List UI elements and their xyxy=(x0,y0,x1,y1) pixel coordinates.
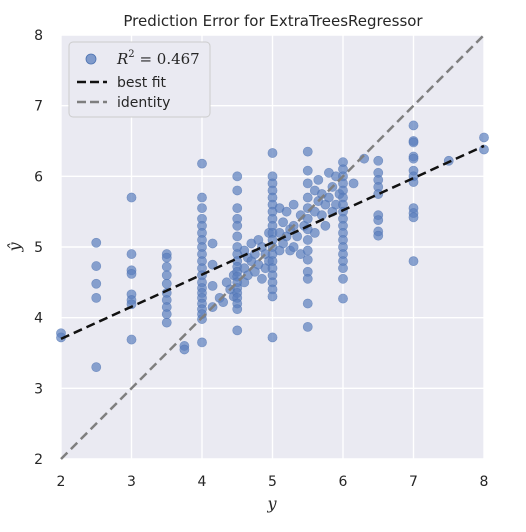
data-point xyxy=(161,261,172,272)
data-point xyxy=(302,321,313,332)
data-point xyxy=(197,192,207,203)
data-point xyxy=(302,254,313,265)
data-point xyxy=(309,227,320,238)
x-tick-label: 7 xyxy=(409,474,418,490)
y-tick-label: 7 xyxy=(34,99,43,115)
legend-box xyxy=(68,41,211,118)
legend-label-best-fit: best fit xyxy=(117,75,167,91)
data-point xyxy=(91,237,102,248)
data-point xyxy=(207,280,218,291)
identity-line xyxy=(60,34,485,460)
data-point xyxy=(126,334,137,345)
data-point xyxy=(408,153,419,164)
y-tick-label: 8 xyxy=(34,28,43,44)
y-tick-labels: 2 3 4 5 6 7 8 xyxy=(34,28,43,468)
data-point xyxy=(207,259,218,270)
data-point xyxy=(91,261,102,271)
legend-marker-points xyxy=(85,53,97,65)
data-point xyxy=(302,165,313,176)
data-point xyxy=(302,213,313,224)
y-tick-label: 4 xyxy=(34,311,43,327)
data-point xyxy=(126,192,137,203)
data-point xyxy=(161,317,172,328)
x-tick-labels: 2 3 4 5 6 7 8 xyxy=(57,474,489,490)
data-point xyxy=(232,220,243,231)
data-point xyxy=(302,298,313,309)
data-point xyxy=(232,304,243,315)
data-point xyxy=(373,155,384,166)
data-point xyxy=(232,231,243,242)
data-point xyxy=(302,192,313,203)
data-point xyxy=(408,212,419,223)
data-point xyxy=(373,189,384,199)
data-point xyxy=(373,230,384,241)
data-point xyxy=(257,273,267,284)
data-point xyxy=(288,199,299,210)
x-tick-label: 8 xyxy=(480,474,489,490)
y-axis-label: ŷ xyxy=(5,242,24,253)
data-point xyxy=(302,235,313,245)
data-point xyxy=(161,309,172,320)
data-point xyxy=(179,344,190,355)
data-point xyxy=(197,158,207,169)
data-point xyxy=(232,203,243,214)
data-point xyxy=(338,263,348,274)
data-point xyxy=(197,337,207,348)
legend: R2 = 0.467 best fit identity xyxy=(68,41,211,118)
legend-label-r2: R2 = 0.467 xyxy=(116,49,200,68)
data-point xyxy=(323,192,334,203)
y-tick-label: 2 xyxy=(34,452,43,468)
x-tick-label: 2 xyxy=(57,474,66,490)
data-point xyxy=(408,137,419,148)
data-point xyxy=(302,146,313,157)
data-point xyxy=(232,171,243,182)
data-point xyxy=(161,270,172,281)
chart-title: Prediction Error for ExtraTreesRegressor xyxy=(123,12,423,30)
data-point xyxy=(126,268,137,279)
data-point xyxy=(161,252,172,263)
data-point xyxy=(408,256,419,267)
x-axis-label: y xyxy=(266,494,277,513)
data-point xyxy=(126,249,137,259)
legend-label-identity: identity xyxy=(117,95,170,111)
data-point xyxy=(267,332,278,343)
data-point xyxy=(373,215,384,226)
data-point xyxy=(320,220,331,231)
data-point xyxy=(302,178,313,189)
x-tick-label: 6 xyxy=(339,474,348,490)
data-point xyxy=(338,293,348,304)
data-point xyxy=(91,278,102,289)
y-tick-label: 5 xyxy=(34,240,43,256)
data-point xyxy=(91,362,102,373)
data-point xyxy=(348,178,359,189)
data-point xyxy=(207,238,218,249)
data-point xyxy=(313,174,324,185)
data-point xyxy=(408,120,419,131)
data-point xyxy=(281,206,292,217)
data-point xyxy=(316,210,327,221)
best-fit-line xyxy=(60,144,485,341)
data-point xyxy=(197,203,207,214)
data-point xyxy=(278,217,288,228)
data-point xyxy=(338,273,348,284)
x-tick-label: 4 xyxy=(198,474,207,490)
x-tick-label: 3 xyxy=(127,474,136,490)
data-point xyxy=(161,278,172,289)
y-tick-label: 6 xyxy=(34,169,43,185)
data-point xyxy=(232,185,243,196)
data-point xyxy=(267,291,278,302)
data-point xyxy=(267,148,278,158)
data-point xyxy=(479,132,489,143)
x-tick-label: 5 xyxy=(268,474,277,490)
data-point xyxy=(232,325,243,336)
data-point xyxy=(91,292,102,303)
y-tick-label: 3 xyxy=(34,381,43,397)
data-point xyxy=(288,242,299,252)
data-point xyxy=(302,273,313,284)
data-point xyxy=(302,245,313,256)
